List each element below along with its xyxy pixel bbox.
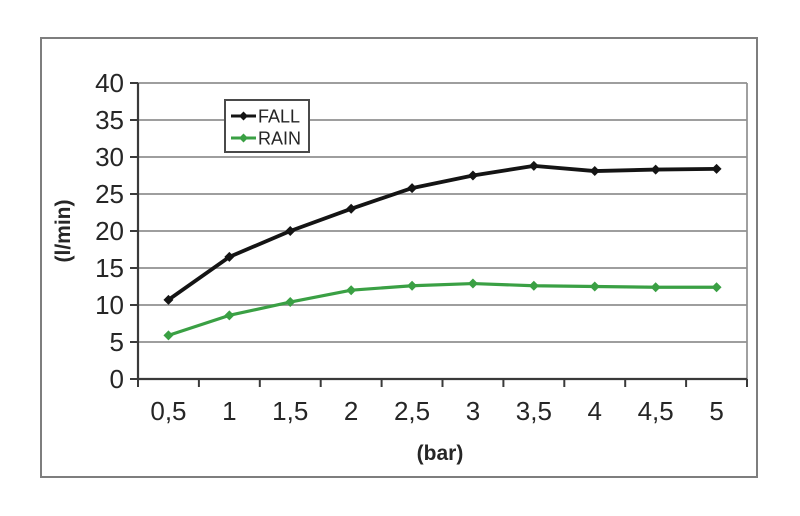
fall-point-marker: [650, 164, 661, 175]
x-tick-label: 3: [466, 396, 480, 426]
legend-box: [224, 99, 310, 153]
rain-point-marker: [528, 280, 539, 291]
fall-point-marker: [711, 163, 722, 174]
y-tick-label: 40: [95, 68, 124, 98]
fall-point-marker: [407, 183, 418, 194]
rain-point-marker: [589, 281, 600, 292]
x-tick-label: 4,5: [638, 396, 674, 426]
fall-point-marker: [163, 294, 174, 305]
y-tick-label: 10: [95, 290, 124, 320]
x-tick-label: 1: [222, 396, 236, 426]
fall-point-marker: [346, 203, 357, 214]
rain-point-marker: [650, 282, 661, 293]
fall-series-line: [167, 163, 717, 302]
y-tick-label: 35: [95, 105, 124, 135]
y-tick-label: 25: [95, 179, 124, 209]
y-tick-label: 0: [110, 364, 124, 394]
chart-frame: 0 5 10 15 20 25 30 35 40 0,5 1 1,5 2 2,5 3 3,5 4 4,5 5 FALL…: [40, 37, 758, 478]
x-tick-label: 5: [709, 396, 723, 426]
rain-point-marker: [407, 280, 418, 291]
x-axis-title: (bar): [417, 442, 464, 465]
x-tick-label: 0,5: [150, 396, 186, 426]
y-axis-title: (l/min): [52, 200, 75, 263]
rain-point-marker: [711, 282, 722, 293]
y-tick-label: 5: [110, 327, 124, 357]
y-tick-label: 15: [95, 253, 124, 283]
x-tick-label: 2: [344, 396, 358, 426]
rain-point-marker: [346, 285, 357, 296]
rain-point-marker: [467, 278, 478, 289]
fall-point-marker: [589, 166, 600, 177]
fall-point-marker: [528, 160, 539, 171]
x-tick-label: 2,5: [394, 396, 430, 426]
legend-fall-label: FALL: [258, 107, 300, 127]
legend-fall-marker-icon: [239, 111, 248, 121]
fall-point-marker: [285, 226, 296, 236]
rain-point-marker: [285, 297, 296, 308]
x-tick-label: 4: [588, 396, 602, 426]
legend-rain-label: RAIN: [258, 129, 301, 149]
rain-point-marker: [224, 310, 235, 321]
line-chart: 0 5 10 15 20 25 30 35 40 0,5 1 1,5 2 2,5 3 3,5 4 4,5 5 FALL…: [52, 68, 748, 465]
x-tick-label: 3,5: [516, 396, 552, 426]
fall-point-marker: [224, 251, 235, 262]
y-tick-label: 20: [95, 216, 124, 246]
x-tick-label: 1,5: [272, 396, 308, 426]
rain-point-marker: [163, 330, 174, 341]
rain-series-line: [167, 281, 717, 337]
fall-point-marker: [467, 170, 478, 181]
legend-rain-marker-icon: [239, 133, 248, 143]
y-tick-label: 30: [95, 142, 124, 172]
